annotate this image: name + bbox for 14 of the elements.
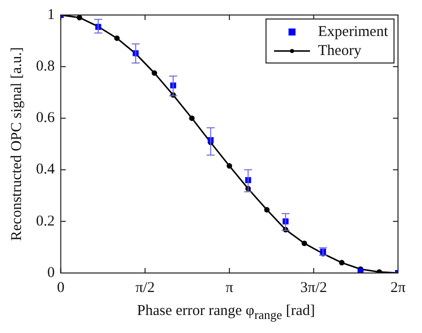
legend-label: Experiment bbox=[318, 24, 389, 40]
y-tick-label: 0.6 bbox=[36, 110, 56, 126]
x-axis-title: Phase error range φ$_{range}$ [rad] bbox=[136, 303, 316, 323]
x-tick-label: 3π/2 bbox=[300, 280, 328, 296]
y-tick-label: 0 bbox=[47, 264, 55, 281]
legend-label: Theory bbox=[318, 42, 362, 59]
y-axis-title: Reconstructed OPC signal [a.u.] bbox=[8, 47, 25, 241]
y-tick-label: 0.8 bbox=[36, 58, 55, 75]
y-tick-label: 0.4 bbox=[36, 162, 56, 178]
y-tick-label: 0.2 bbox=[36, 213, 55, 230]
x-tick-label: π/2 bbox=[135, 280, 155, 296]
y-tick-label: 1 bbox=[47, 6, 55, 23]
x-tick-label: π bbox=[226, 280, 234, 296]
x-tick-label: 2π bbox=[390, 280, 406, 296]
